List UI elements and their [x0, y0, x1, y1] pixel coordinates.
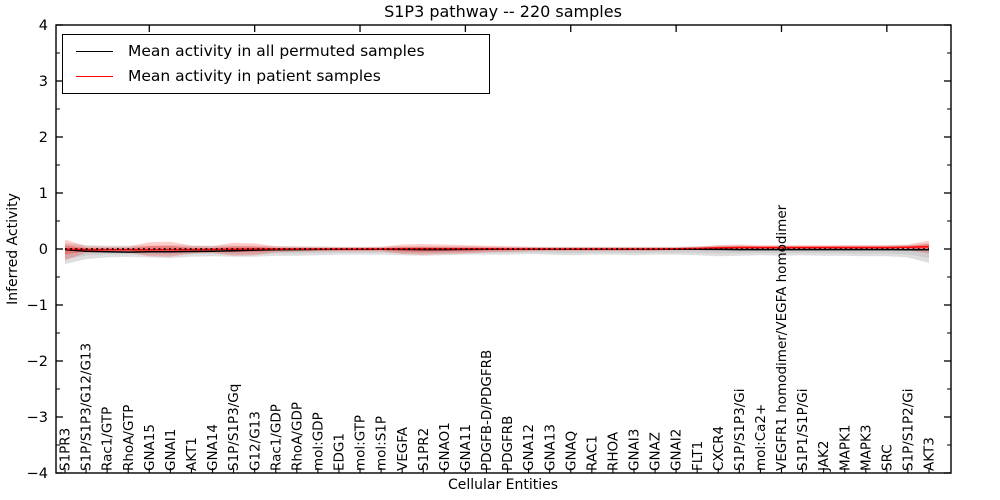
legend-line-permuted-icon [76, 50, 113, 52]
x-tick-label: S1P/S1P3/Gi [732, 389, 748, 472]
x-tick-label: SRC [880, 444, 896, 471]
x-tick-label: S1PR3 [58, 428, 74, 471]
x-tick-label: Rac1/GTP [100, 407, 116, 471]
x-tick-label: MAPK1 [837, 425, 853, 471]
x-tick-label: GNAQ [563, 431, 579, 471]
x-tick-label: mol:GTP [353, 415, 369, 471]
x-tick-label: S1P1/S1P/Gi [795, 389, 811, 472]
x-tick-label: PDGFRB [500, 416, 516, 471]
x-tick-label: AKT3 [922, 437, 938, 471]
x-tick-label: G12/G13 [247, 411, 263, 471]
x-tick-label: GNA13 [542, 424, 558, 471]
y-axis-title: Inferred Activity [5, 193, 21, 305]
x-tick-label: GNA11 [458, 424, 474, 471]
y-tick-label: 0 [39, 242, 48, 258]
x-tick-label: GNAI1 [163, 429, 179, 471]
x-tick-label: GNA12 [521, 424, 537, 471]
x-tick-label: VEGFA [395, 426, 411, 471]
x-tick-label: S1P/S1P2/Gi [901, 389, 917, 472]
y-tick-label: −4 [27, 466, 48, 482]
x-tick-label: EDG1 [332, 433, 348, 471]
x-tick-label: JAK2 [816, 441, 832, 472]
x-tick-label: RAC1 [584, 435, 600, 471]
x-tick-label: mol:S1P [374, 416, 390, 471]
x-tick-label: VEGFR1 homodimer/VEGFA homodimer [774, 204, 790, 471]
x-tick-label: CXCR4 [711, 426, 727, 471]
y-tick-label: −3 [27, 410, 48, 426]
x-tick-label: GNA14 [205, 424, 221, 471]
x-tick-label: GNA15 [142, 424, 158, 471]
x-tick-label: GNAI2 [669, 429, 685, 471]
y-tick-label: −2 [27, 354, 48, 370]
y-tick-label: 4 [39, 18, 48, 34]
y-tick-label: −1 [27, 298, 48, 314]
x-tick-label: PDGFB-D/PDGFRB [479, 350, 495, 471]
x-tick-label: S1P/S1P3/G12/G13 [79, 343, 95, 471]
x-tick-label: FLT1 [690, 441, 706, 471]
x-tick-label: AKT1 [184, 437, 200, 471]
chart-title: S1P3 pathway -- 220 samples [384, 2, 622, 21]
x-tick-label: GNAO1 [437, 422, 453, 471]
x-tick-label: mol:GDP [311, 412, 327, 471]
x-tick-label: MAPK3 [858, 425, 874, 471]
x-tick-label: S1PR2 [416, 428, 432, 471]
x-tick-label: RhoA/GTP [121, 405, 137, 471]
x-tick-label: RhoA/GDP [289, 402, 305, 471]
legend-item-permuted: Mean activity in all permuted samples [63, 41, 489, 60]
x-tick-label: mol:Ca2+ [753, 404, 769, 471]
x-tick-label: RHOA [606, 431, 622, 471]
band-permuted-samples-spread-core- [65, 248, 929, 259]
x-tick-label: S1P/S1P3/Gq [226, 384, 242, 471]
legend-line-patient-icon [76, 76, 113, 77]
legend-item-patient: Mean activity in patient samples [63, 66, 489, 85]
x-tick-label: GNAZ [648, 432, 664, 471]
y-tick-label: 3 [39, 74, 48, 90]
y-tick-label: 1 [39, 186, 48, 202]
x-tick-label: Rac1/GDP [268, 404, 284, 471]
x-tick-label: GNAI3 [627, 429, 643, 471]
legend-label-permuted: Mean activity in all permuted samples [128, 41, 425, 60]
y-tick-label: 2 [39, 130, 48, 146]
x-axis-title: Cellular Entities [447, 477, 559, 493]
legend-label-patient: Mean activity in patient samples [128, 66, 381, 85]
legend: Mean activity in all permuted samples Me… [62, 34, 490, 94]
